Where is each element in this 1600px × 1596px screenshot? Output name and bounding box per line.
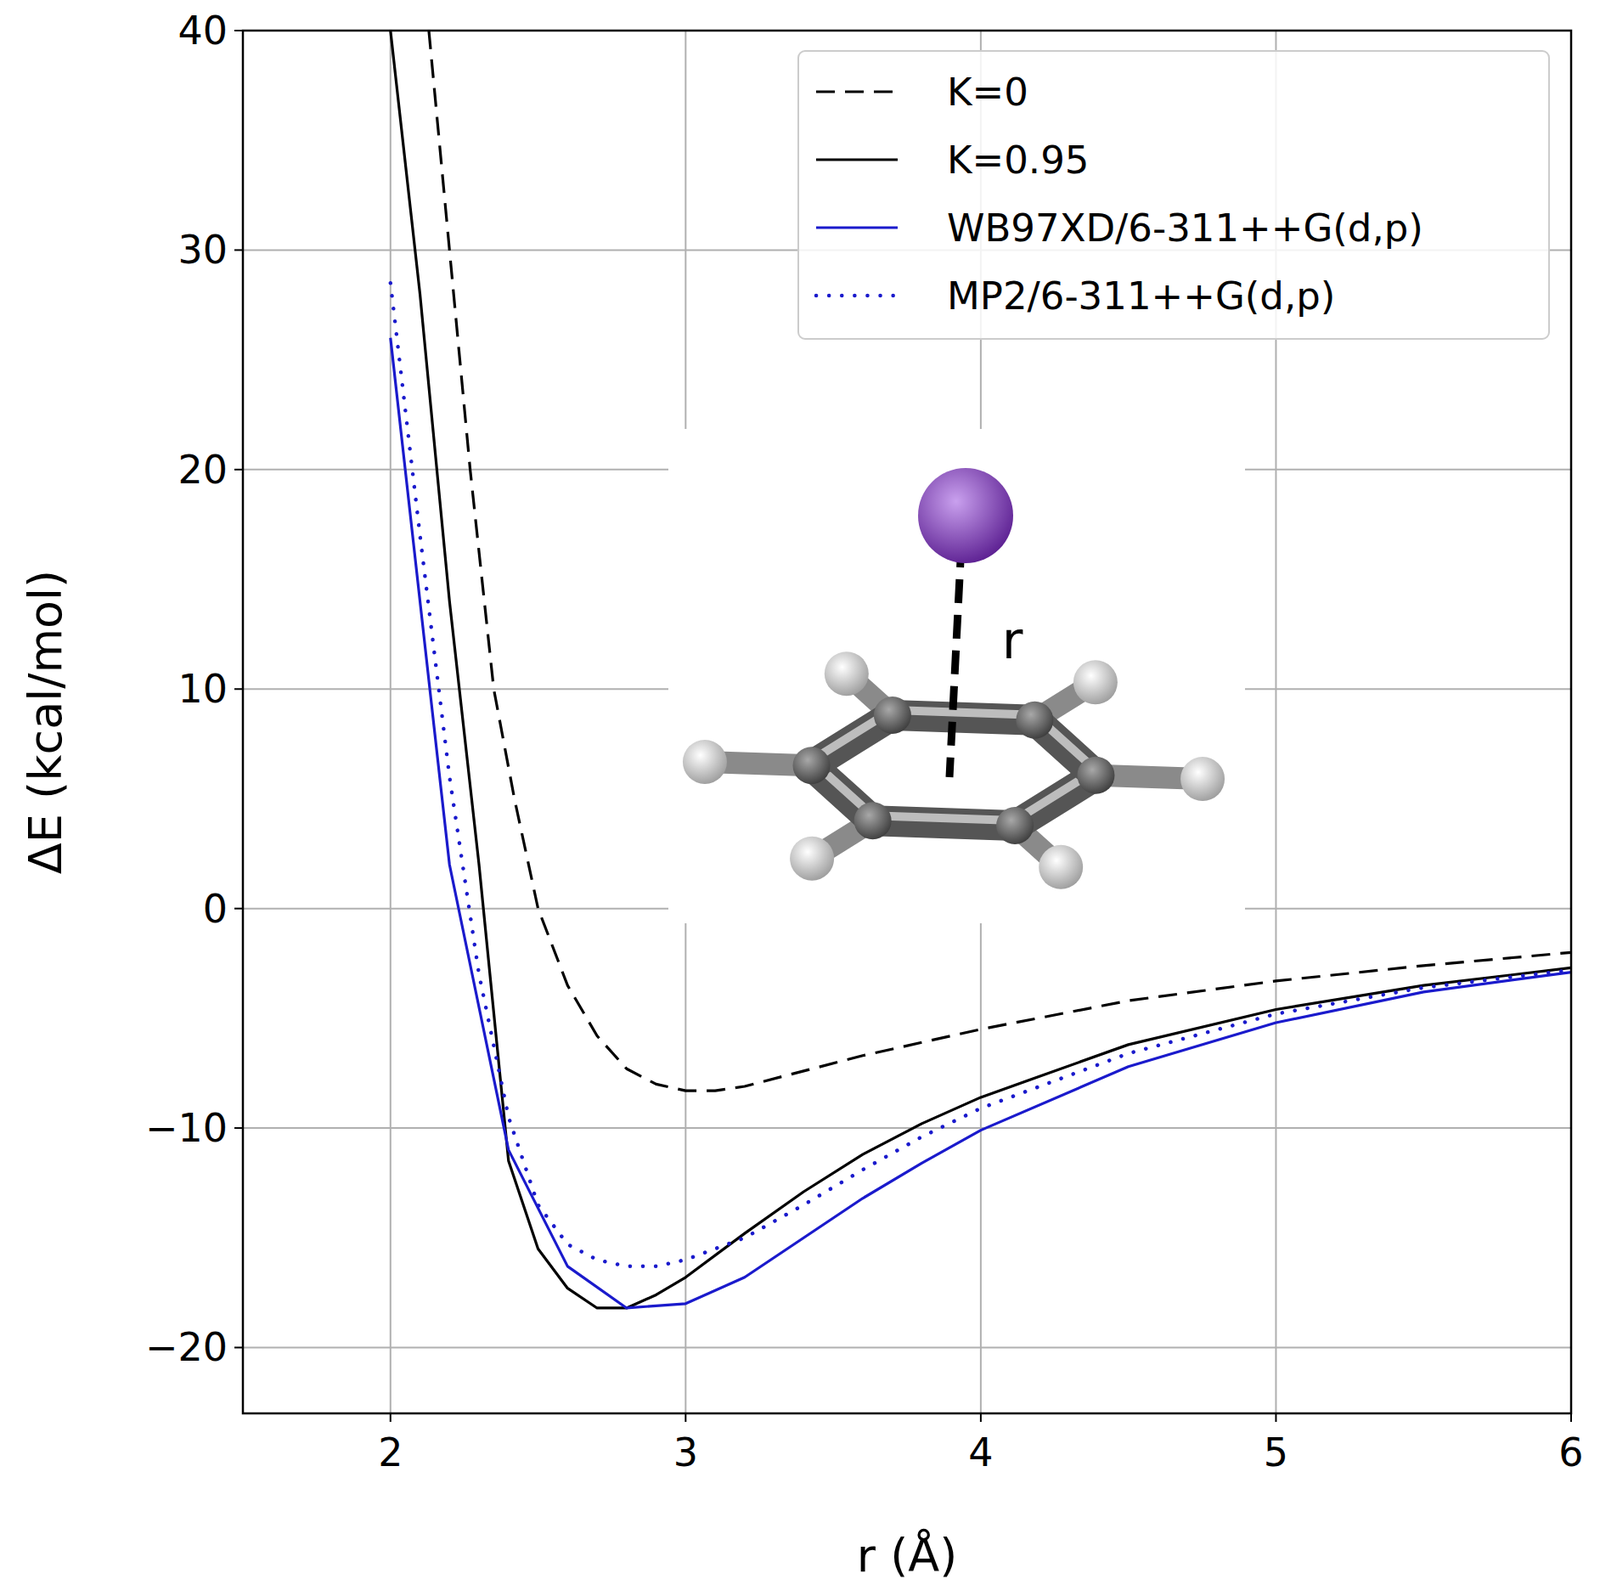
tick-label: 6 <box>1558 1429 1584 1476</box>
legend-swatch <box>816 90 898 93</box>
legend-label: WB97XD/6-311++G(d,p) <box>946 205 1424 251</box>
carbon-atom <box>1015 701 1054 739</box>
carbon-atom <box>793 746 831 784</box>
tick <box>234 1126 243 1129</box>
cc-bond-highlight <box>873 815 1015 821</box>
plot-frame <box>242 30 1572 1414</box>
grid-line <box>242 1126 1572 1129</box>
series-line <box>390 282 1572 1267</box>
legend: K=0 K=0.95 WB97XD/6-311++G(d,p) MP2/6-311++… <box>798 50 1550 339</box>
potassium-atom <box>918 467 1014 564</box>
tick-label: −10 <box>145 1104 228 1151</box>
grid-line <box>242 1346 1572 1348</box>
inset-background <box>668 428 1246 924</box>
hydrogen-atom <box>789 836 834 881</box>
carbon-atom <box>873 696 912 734</box>
tick-label: 10 <box>177 665 228 712</box>
y-axis-label: ΔE (kcal/mol) <box>18 569 73 874</box>
hydrogen-atom <box>1180 756 1225 801</box>
grid-line <box>389 30 392 1414</box>
series-line <box>390 338 1572 1308</box>
tick <box>980 1413 982 1422</box>
legend-box <box>798 50 1550 339</box>
tick <box>234 907 243 910</box>
axes: 2 3 4 5 6 −20 −10 0 10 20 30 40 <box>145 7 1584 1476</box>
x-axis-label: r (Å) <box>856 1527 958 1583</box>
carbon-atom <box>996 806 1034 845</box>
legend-label: K=0 <box>946 69 1029 115</box>
tick-label: 3 <box>673 1429 699 1476</box>
legend-label: MP2/6-311++G(d,p) <box>946 273 1336 319</box>
tick-label: 20 <box>177 446 228 493</box>
hydrogen-atom <box>1038 845 1083 890</box>
tick <box>1570 1413 1572 1422</box>
legend-swatch <box>816 293 898 299</box>
distance-line <box>949 543 962 778</box>
tick-label: 40 <box>177 7 228 54</box>
annotation: r <box>1002 610 1024 671</box>
grid <box>242 30 1572 1414</box>
tick-label: 5 <box>1263 1429 1289 1476</box>
series-line <box>390 30 1572 1308</box>
inset-molecule: r <box>668 428 1246 924</box>
carbon-atom <box>1076 756 1115 795</box>
carbon-atom <box>854 801 892 840</box>
tick <box>234 468 243 471</box>
tick <box>389 1413 392 1422</box>
tick-label: 4 <box>968 1429 993 1476</box>
legend-swatch <box>816 157 898 161</box>
hydrogen-atom <box>824 651 869 696</box>
tick <box>234 1346 243 1348</box>
tick-label: 0 <box>202 885 228 932</box>
chart: r 2 3 4 5 6 −20 −10 0 10 20 30 40 r (Å) ΔE (kcal/mol) K… <box>0 0 1600 1596</box>
tick <box>684 1413 687 1422</box>
tick <box>234 687 243 690</box>
series-group <box>390 30 1572 1308</box>
tick <box>234 29 243 32</box>
tick <box>1274 1413 1277 1422</box>
tick <box>234 248 243 251</box>
hydrogen-atom <box>682 739 727 784</box>
series-line <box>428 30 1572 1091</box>
tick-label: 2 <box>377 1429 403 1476</box>
cc-bond-highlight <box>892 709 1035 716</box>
legend-swatch <box>816 225 898 229</box>
hydrogen-atom <box>1073 659 1118 705</box>
tick-label: −20 <box>145 1323 228 1370</box>
tick-label: 30 <box>177 226 228 273</box>
legend-label: K=0.95 <box>946 137 1089 183</box>
